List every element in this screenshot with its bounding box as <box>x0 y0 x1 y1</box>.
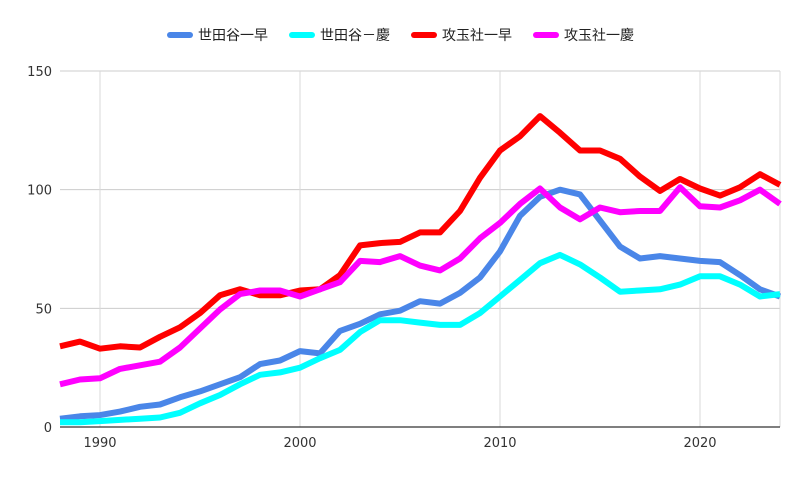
legend-item: 世田谷－慶 <box>289 28 390 44</box>
axes: 0 50 100 150 1990 2000 2010 2020 <box>27 65 780 451</box>
x-tick-label: 2000 <box>283 436 316 451</box>
legend-item: 世田谷一早 <box>167 28 268 44</box>
legend-label: 世田谷－慶 <box>320 28 390 44</box>
y-tick-label: 0 <box>44 421 52 436</box>
legend-item: 攻玉社一早 <box>411 28 512 44</box>
y-tick-label: 50 <box>35 302 52 317</box>
y-tick-label: 100 <box>27 184 52 199</box>
series-lines <box>59 113 782 426</box>
x-tick-label: 2010 <box>483 436 516 451</box>
series-line-4 <box>59 184 782 388</box>
x-tick-label: 2020 <box>683 436 716 451</box>
legend-label: 世田谷一早 <box>198 28 268 44</box>
series-line-3 <box>59 113 782 352</box>
y-tick-label: 150 <box>27 65 52 80</box>
legend-label: 攻玉社一早 <box>442 28 512 44</box>
x-tick-label: 1990 <box>83 436 116 451</box>
grid <box>60 70 781 427</box>
series-line-1 <box>59 186 782 422</box>
legend: 世田谷一早 世田谷－慶 攻玉社一早 攻玉社一慶 <box>167 28 634 44</box>
legend-item: 攻玉社一慶 <box>533 28 634 44</box>
legend-label: 攻玉社一慶 <box>564 28 634 44</box>
series-line-2 <box>60 251 781 426</box>
